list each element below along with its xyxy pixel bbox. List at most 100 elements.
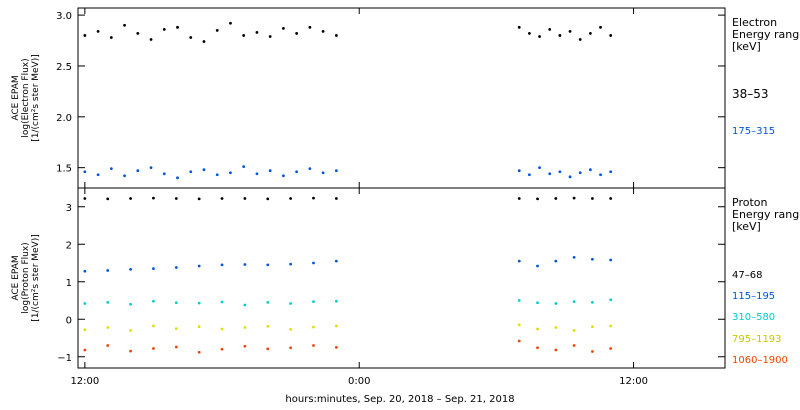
data-point [334, 197, 338, 200]
data-point [536, 264, 539, 268]
data-point [215, 28, 219, 32]
data-point [174, 345, 178, 349]
data-point [599, 173, 602, 177]
data-point [609, 347, 613, 350]
data-point [83, 170, 87, 174]
legend-entry: 47–68 [732, 270, 762, 281]
data-point [321, 171, 325, 175]
data-point [229, 21, 232, 25]
data-point [289, 197, 293, 200]
legend-entry: 1060–1900 [732, 355, 788, 366]
data-point [136, 169, 140, 173]
data-point [308, 167, 312, 171]
data-point [242, 34, 246, 37]
legend-title: Electron [732, 16, 777, 29]
data-point [312, 196, 315, 200]
data-point [220, 347, 224, 351]
data-point [609, 197, 613, 200]
data-point [220, 263, 224, 267]
y-axis-label: ACE EPAM [11, 75, 21, 120]
y-tick-label: 2 [66, 240, 72, 251]
data-point [308, 25, 312, 29]
data-point [312, 344, 315, 347]
data-point [609, 34, 613, 37]
data-point [266, 347, 270, 351]
y-tick-label: 1 [66, 278, 72, 289]
data-point [312, 300, 315, 304]
data-point [517, 169, 521, 173]
data-point [243, 197, 247, 200]
data-point [220, 300, 224, 304]
y-tick-label: 2.5 [56, 62, 72, 73]
data-point [243, 326, 247, 329]
data-point [106, 269, 110, 272]
data-point [266, 197, 270, 201]
data-point [174, 197, 178, 200]
data-point [295, 170, 299, 174]
data-point [96, 173, 100, 177]
data-point [609, 298, 613, 302]
data-point [609, 324, 613, 328]
data-point [266, 300, 270, 304]
x-tick-label: 0:00 [348, 376, 370, 387]
data-point [162, 172, 166, 176]
data-point [152, 347, 155, 350]
x-axis-label: hours:minutes, Sep. 20, 2018 – Sep. 21, … [285, 394, 514, 405]
data-point [334, 259, 338, 263]
data-point [197, 197, 201, 201]
x-tick-label: 12:00 [619, 376, 648, 387]
y-tick-label: 0 [66, 315, 72, 326]
data-point [536, 327, 539, 331]
data-point [554, 259, 558, 263]
data-point [242, 165, 246, 169]
data-point [266, 263, 270, 267]
data-point [268, 169, 272, 173]
data-point [106, 197, 110, 201]
data-point [109, 167, 113, 171]
data-point [572, 196, 576, 200]
data-point [321, 29, 325, 33]
data-point [106, 300, 110, 304]
data-point [572, 329, 576, 332]
y-axis-label: log(Proton Flux) [21, 242, 31, 313]
data-point [220, 327, 224, 331]
data-point [538, 35, 541, 38]
data-point [243, 344, 247, 348]
data-point [517, 259, 521, 263]
data-point [129, 267, 132, 271]
data-point [588, 32, 592, 35]
data-point [554, 326, 558, 329]
data-point [588, 168, 592, 172]
data-point [312, 325, 315, 329]
data-point [572, 344, 576, 347]
data-point [289, 327, 293, 331]
data-point [334, 34, 338, 37]
data-point [197, 350, 201, 354]
data-point [174, 266, 178, 269]
data-point [334, 345, 338, 349]
data-point [174, 327, 178, 331]
data-point [528, 173, 531, 177]
data-point [83, 197, 87, 200]
data-point [243, 263, 247, 266]
data-point [572, 255, 576, 259]
data-point [123, 174, 126, 178]
legend-entry: 175–315 [732, 126, 775, 137]
data-point [517, 197, 521, 200]
data-point [152, 267, 155, 271]
y-tick-label: 3 [66, 203, 72, 214]
legend-entry: 38–53 [732, 87, 769, 101]
data-point [174, 301, 178, 305]
y-axis-label: ACE EPAM [11, 255, 21, 300]
data-point [538, 166, 541, 170]
data-point [197, 264, 201, 268]
data-point [568, 175, 572, 179]
data-point [554, 302, 558, 305]
data-point [334, 324, 338, 328]
legend-entry: 310–580 [732, 312, 775, 323]
data-point [590, 300, 594, 304]
data-point [197, 301, 201, 305]
data-point [554, 197, 558, 200]
y-tick-label: 2.0 [56, 113, 72, 124]
data-point [83, 269, 87, 273]
